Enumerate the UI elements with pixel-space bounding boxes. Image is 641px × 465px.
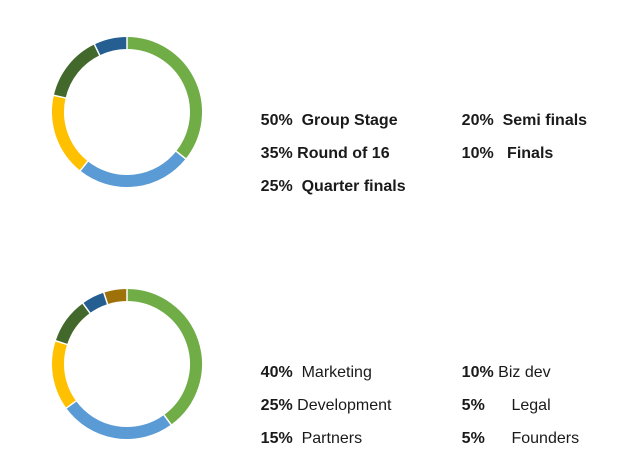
legend-item: 10% Biz dev	[435, 343, 551, 403]
slice-separator	[65, 399, 78, 410]
slice-separator	[79, 160, 89, 172]
legend-item: 25% Development	[234, 376, 392, 436]
legend-pct: 10%	[461, 145, 494, 162]
legend-label: Group Stage	[301, 112, 398, 129]
legend-item: 15% Partners	[234, 409, 362, 465]
donut-slice-legal	[82, 292, 108, 314]
donut-slice-development	[66, 400, 172, 439]
donut-chart-1	[52, 36, 202, 187]
legend-item: 5% Legal	[435, 376, 551, 436]
chart-block-1: 50% Group Stage 35% Round of 16 25% Quar…	[0, 0, 641, 200]
donut-slice-semi-finals	[53, 44, 100, 99]
legend-label: Development	[297, 397, 392, 414]
donut-slice-group-stage	[126, 37, 202, 159]
donut-slice-marketing	[126, 289, 202, 425]
legend-pct: 5%	[461, 397, 485, 414]
legend-label: Partners	[301, 430, 363, 447]
legend-item: 25% Quarter finals	[234, 157, 406, 217]
donut-slice-round-of-16	[80, 151, 186, 187]
legend-pct: 40%	[260, 364, 293, 381]
legend-pct: 10%	[461, 364, 494, 381]
legend-item: 40% Marketing	[234, 343, 372, 403]
chart-block-2: 40% Marketing 25% Development 15% Partne…	[0, 250, 641, 450]
donut-slice-finals	[94, 37, 128, 56]
legend-label: Round of 16	[297, 145, 390, 162]
legend-label: Founders	[511, 430, 580, 447]
legend-pct: 50%	[260, 112, 293, 129]
legend-item: 50% Group Stage	[234, 91, 398, 151]
legend-label: Finals	[507, 145, 554, 162]
slice-separator	[162, 413, 173, 426]
legend-label: Legal	[511, 397, 551, 414]
donut-slice-founders	[103, 289, 128, 305]
slice-separator	[52, 94, 67, 99]
legend-pct: 25%	[260, 397, 293, 414]
slice-separator	[102, 291, 109, 306]
legend-pct: 5%	[461, 430, 485, 447]
legend-item: 5% Founders	[435, 409, 579, 465]
legend-item: 10% Finals	[435, 124, 554, 184]
slice-separator	[54, 339, 69, 346]
legend-label: Semi finals	[502, 112, 588, 129]
legend-label: Marketing	[301, 364, 372, 381]
slice-separator	[81, 302, 92, 315]
legend-pct: 35%	[260, 145, 293, 162]
legend-label: Quarter finals	[301, 178, 406, 195]
legend-label: Biz dev	[498, 364, 551, 381]
legend-item: 20% Semi finals	[435, 91, 587, 151]
legend-item: 35% Round of 16	[234, 124, 390, 184]
donut-chart-2	[52, 288, 202, 439]
legend-pct: 20%	[461, 112, 494, 129]
legend-pct: 25%	[260, 178, 293, 195]
slice-separator	[175, 150, 187, 160]
donut-slice-biz-dev	[55, 303, 91, 345]
legend-pct: 15%	[260, 430, 293, 447]
slice-separator	[93, 43, 101, 57]
donut-slice-quarter-finals	[52, 95, 88, 171]
donut-slice-partners	[52, 340, 77, 409]
